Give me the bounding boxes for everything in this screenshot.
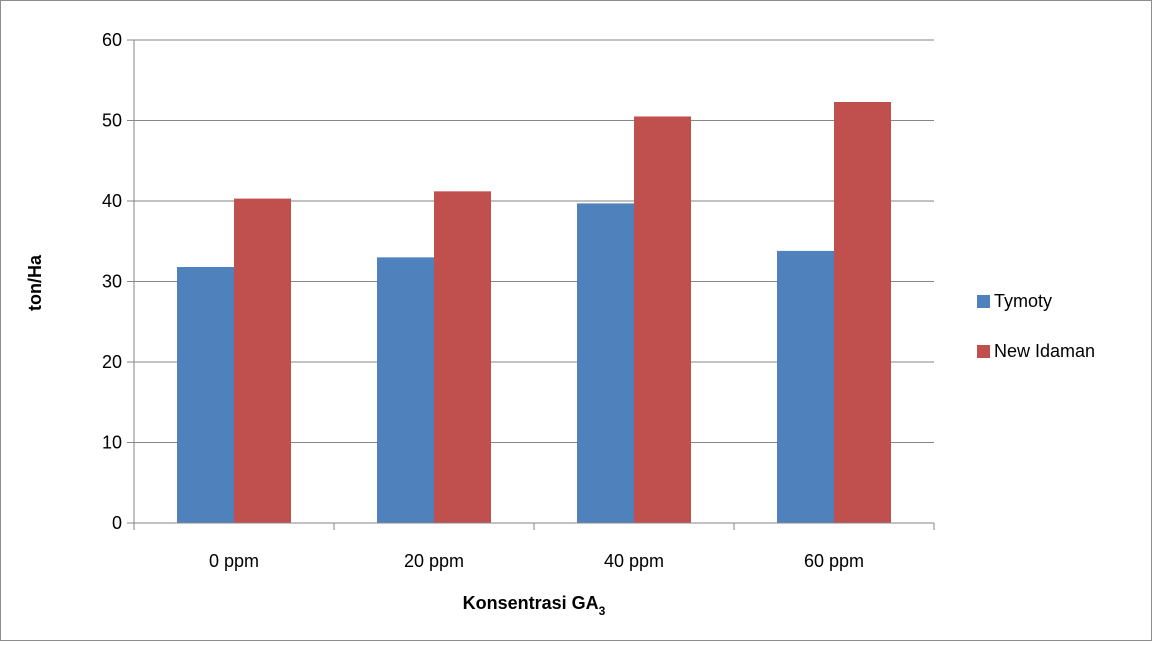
- y-tick-label: 40: [102, 191, 122, 211]
- x-axis-title-subscript: 3: [599, 604, 606, 618]
- bar-new-idaman: [634, 116, 691, 523]
- y-tick-label: 10: [102, 433, 122, 453]
- x-tick-label: 40 ppm: [604, 551, 664, 571]
- x-axis-title-text: Konsentrasi GA: [463, 593, 599, 613]
- legend: Tymoty New Idaman: [977, 291, 1095, 361]
- x-tick-labels: 0 ppm 20 ppm 40 ppm 60 ppm: [209, 551, 864, 571]
- y-tick-label: 30: [102, 272, 122, 292]
- legend-swatch: [977, 295, 990, 308]
- y-tick-label: 50: [102, 111, 122, 131]
- bar-tymoty: [177, 267, 234, 523]
- bar-tymoty: [777, 250, 834, 523]
- bars: [177, 101, 891, 524]
- bar-new-idaman: [834, 101, 891, 524]
- bar-new-idaman: [434, 191, 491, 523]
- x-tick-label: 0 ppm: [209, 551, 259, 571]
- y-axis-title: ton/Ha: [25, 254, 45, 311]
- bar-new-idaman: [234, 198, 291, 523]
- x-tick-label: 60 ppm: [804, 551, 864, 571]
- bar-tymoty: [377, 257, 434, 523]
- y-tick-label: 20: [102, 352, 122, 372]
- legend-label: Tymoty: [994, 291, 1052, 311]
- y-tick-labels: 0 10 20 30 40 50 60: [102, 30, 122, 533]
- bar-tymoty: [577, 203, 634, 524]
- y-tick-label: 0: [112, 513, 122, 533]
- axes: [127, 39, 935, 530]
- y-tick-label: 60: [102, 30, 122, 50]
- x-axis-title: Konsentrasi GA3: [463, 593, 606, 618]
- legend-label: New Idaman: [994, 341, 1095, 361]
- legend-swatch: [977, 345, 990, 358]
- x-tick-label: 20 ppm: [404, 551, 464, 571]
